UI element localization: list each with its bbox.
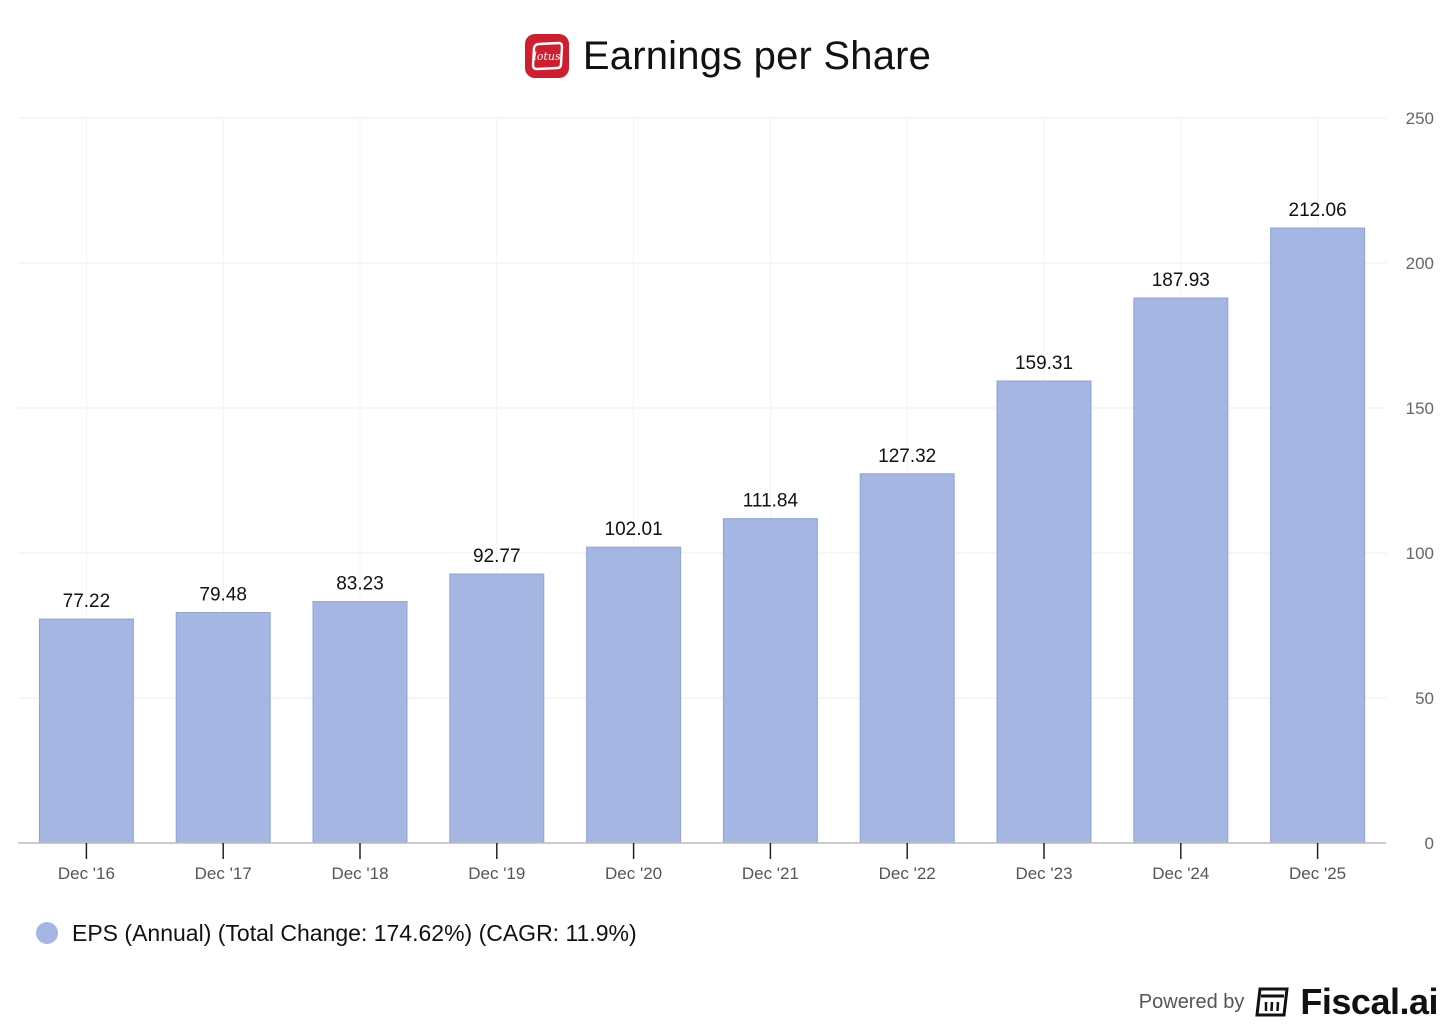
bar[interactable] bbox=[996, 380, 1092, 844]
x-tick-label: Dec '19 bbox=[468, 864, 525, 883]
lotus-logo-icon: lotus bbox=[524, 34, 569, 78]
x-tick-label: Dec '21 bbox=[742, 864, 799, 883]
powered-by-text: Powered by bbox=[1138, 990, 1245, 1013]
bar-value-label: 92.77 bbox=[473, 546, 521, 567]
bar[interactable] bbox=[722, 518, 818, 844]
x-tick-label: Dec '25 bbox=[1289, 864, 1346, 883]
svg-text:lotus: lotus bbox=[533, 50, 561, 63]
bar[interactable] bbox=[312, 601, 408, 844]
y-tick-label: 250 bbox=[1406, 109, 1434, 128]
x-tick-label: Dec '20 bbox=[605, 864, 662, 883]
bar-value-label: 77.22 bbox=[63, 591, 111, 612]
bar[interactable] bbox=[1270, 227, 1366, 844]
x-tick-label: Dec '18 bbox=[331, 864, 388, 883]
bar-value-label: 83.23 bbox=[336, 574, 384, 595]
legend-label: EPS (Annual) (Total Change: 174.62%) (CA… bbox=[72, 919, 637, 946]
bar[interactable] bbox=[859, 473, 955, 844]
y-tick-label: 50 bbox=[1415, 689, 1434, 708]
legend-swatch bbox=[36, 922, 58, 944]
bar-chart: 77.22 79.48 83.23 92.77 102.01 111.84 127.32 15… bbox=[18, 109, 1434, 883]
bar[interactable] bbox=[38, 618, 134, 844]
y-tick-label: 100 bbox=[1406, 544, 1434, 563]
y-tick-label: 0 bbox=[1425, 834, 1434, 853]
x-tick-label: Dec '16 bbox=[58, 864, 115, 883]
bar-value-label: 187.93 bbox=[1152, 270, 1210, 291]
bar[interactable] bbox=[449, 573, 545, 844]
bar-value-label: 212.06 bbox=[1289, 200, 1347, 221]
y-tick-label: 200 bbox=[1406, 254, 1434, 273]
y-tick-label: 150 bbox=[1406, 399, 1434, 418]
x-tick-label: Dec '22 bbox=[879, 864, 936, 883]
x-tick-label: Dec '23 bbox=[1015, 864, 1072, 883]
bar-value-label: 102.01 bbox=[605, 519, 663, 540]
x-tick-label: Dec '17 bbox=[195, 864, 252, 883]
bar-value-label: 127.32 bbox=[878, 446, 936, 467]
bar-value-label: 159.31 bbox=[1015, 353, 1073, 374]
footer-attribution[interactable]: Powered by Fiscal.ai bbox=[1138, 981, 1439, 1022]
bar-value-label: 111.84 bbox=[743, 491, 799, 512]
fiscal-calculator-icon bbox=[1254, 986, 1290, 1018]
bar[interactable] bbox=[1133, 297, 1229, 844]
chart-legend[interactable]: EPS (Annual) (Total Change: 174.62%) (CA… bbox=[36, 916, 637, 950]
bar-value-label: 79.48 bbox=[199, 585, 247, 606]
fiscal-ai-brand: Fiscal.ai bbox=[1300, 981, 1438, 1022]
chart-title: Earnings per Share bbox=[582, 33, 932, 78]
x-tick-label: Dec '24 bbox=[1152, 864, 1209, 883]
chart-header: lotus Earnings per Share bbox=[0, 28, 1456, 84]
bar[interactable] bbox=[586, 546, 682, 844]
bar[interactable] bbox=[175, 612, 271, 844]
